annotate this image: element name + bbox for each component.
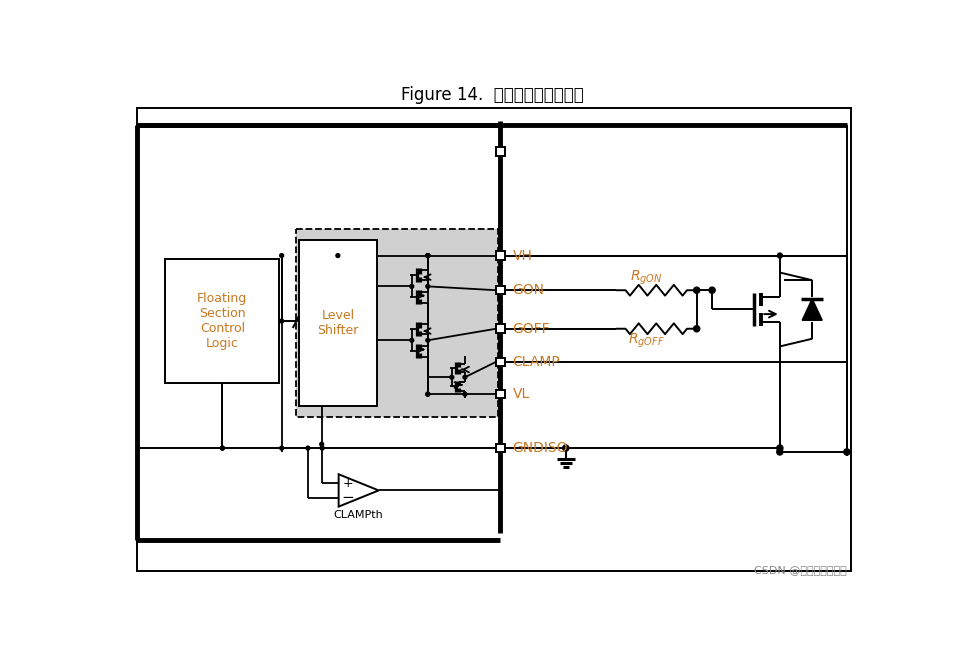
Bar xyxy=(496,286,505,294)
Circle shape xyxy=(319,442,323,446)
Text: GON: GON xyxy=(512,283,544,297)
Circle shape xyxy=(450,375,454,379)
Circle shape xyxy=(426,284,429,288)
Circle shape xyxy=(426,392,429,396)
Circle shape xyxy=(694,326,700,332)
Circle shape xyxy=(778,253,783,258)
Bar xyxy=(298,240,377,405)
Circle shape xyxy=(778,253,783,258)
Circle shape xyxy=(410,284,414,288)
Circle shape xyxy=(320,446,324,450)
Bar xyxy=(496,324,505,333)
Text: Floating
Section
Control
Logic: Floating Section Control Logic xyxy=(197,292,247,350)
Bar xyxy=(165,260,279,383)
Bar xyxy=(496,147,505,156)
Circle shape xyxy=(694,287,700,293)
Bar xyxy=(496,358,505,366)
Text: −: − xyxy=(342,490,354,505)
Text: GOFF: GOFF xyxy=(512,322,550,336)
Bar xyxy=(496,444,505,453)
Text: $R_{gOFF}$: $R_{gOFF}$ xyxy=(628,332,665,350)
Circle shape xyxy=(220,446,224,450)
Circle shape xyxy=(426,254,429,258)
Circle shape xyxy=(280,319,284,323)
Circle shape xyxy=(280,254,284,258)
Text: GNDISO: GNDISO xyxy=(512,441,568,455)
Text: VL: VL xyxy=(512,387,530,401)
Bar xyxy=(296,229,498,417)
Circle shape xyxy=(843,449,850,455)
Circle shape xyxy=(410,338,414,342)
Bar xyxy=(496,390,505,398)
Circle shape xyxy=(336,254,340,258)
Text: CLAMP: CLAMP xyxy=(512,355,561,369)
Circle shape xyxy=(280,446,284,450)
Circle shape xyxy=(463,375,467,379)
Text: Figure 14.  米勒钓位保护的例子: Figure 14. 米勒钓位保护的例子 xyxy=(401,86,584,105)
Circle shape xyxy=(563,445,568,451)
Circle shape xyxy=(463,392,467,396)
Circle shape xyxy=(426,254,429,258)
Circle shape xyxy=(709,287,715,293)
Circle shape xyxy=(426,338,429,342)
Circle shape xyxy=(220,446,224,450)
Circle shape xyxy=(426,392,429,396)
Text: CSDN @小幽余生不加糖: CSDN @小幽余生不加糖 xyxy=(754,565,847,575)
Text: Level
Shifter: Level Shifter xyxy=(317,309,359,337)
Text: CLAMPth: CLAMPth xyxy=(334,510,383,520)
Circle shape xyxy=(777,445,783,451)
Text: VH: VH xyxy=(512,249,533,262)
Circle shape xyxy=(426,254,429,258)
Circle shape xyxy=(306,446,310,450)
Text: +: + xyxy=(343,477,353,490)
Circle shape xyxy=(426,254,429,258)
Text: $R_{gON}$: $R_{gON}$ xyxy=(630,269,663,287)
Bar xyxy=(496,251,505,260)
Polygon shape xyxy=(339,474,378,507)
Polygon shape xyxy=(802,299,822,320)
Circle shape xyxy=(777,449,783,455)
